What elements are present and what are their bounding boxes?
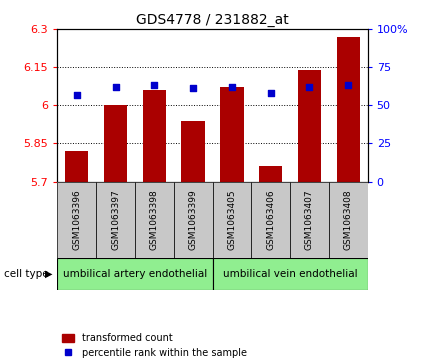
Bar bbox=[220, 87, 244, 182]
Point bbox=[74, 92, 80, 98]
Bar bbox=[104, 105, 127, 182]
Point bbox=[229, 84, 235, 90]
Text: GSM1063408: GSM1063408 bbox=[344, 189, 353, 250]
Bar bbox=[298, 70, 321, 182]
Text: GSM1063405: GSM1063405 bbox=[227, 189, 236, 250]
Bar bbox=[259, 166, 282, 182]
Point bbox=[267, 90, 274, 96]
Text: GSM1063407: GSM1063407 bbox=[305, 189, 314, 250]
Bar bbox=[329, 182, 368, 258]
Bar bbox=[181, 121, 205, 182]
Bar bbox=[290, 182, 329, 258]
Bar bbox=[135, 182, 174, 258]
Title: GDS4778 / 231882_at: GDS4778 / 231882_at bbox=[136, 13, 289, 26]
Text: GSM1063406: GSM1063406 bbox=[266, 189, 275, 250]
Text: GSM1063399: GSM1063399 bbox=[189, 189, 198, 250]
Bar bbox=[212, 182, 251, 258]
Bar bbox=[57, 258, 212, 290]
Point bbox=[151, 82, 158, 88]
Point bbox=[190, 86, 196, 91]
Text: umbilical artery endothelial: umbilical artery endothelial bbox=[63, 269, 207, 279]
Legend: transformed count, percentile rank within the sample: transformed count, percentile rank withi… bbox=[62, 333, 246, 358]
Bar bbox=[174, 182, 212, 258]
Bar bbox=[251, 182, 290, 258]
Bar bbox=[143, 90, 166, 182]
Point bbox=[306, 84, 313, 90]
Text: GSM1063397: GSM1063397 bbox=[111, 189, 120, 250]
Bar bbox=[65, 151, 88, 182]
Text: GSM1063398: GSM1063398 bbox=[150, 189, 159, 250]
Text: cell type: cell type bbox=[4, 269, 49, 279]
Text: umbilical vein endothelial: umbilical vein endothelial bbox=[223, 269, 357, 279]
Text: ▶: ▶ bbox=[45, 269, 52, 279]
Text: GSM1063396: GSM1063396 bbox=[72, 189, 81, 250]
Bar bbox=[57, 182, 96, 258]
Point bbox=[345, 82, 351, 88]
Point bbox=[112, 84, 119, 90]
Bar bbox=[212, 258, 368, 290]
Bar bbox=[337, 37, 360, 182]
Bar bbox=[96, 182, 135, 258]
